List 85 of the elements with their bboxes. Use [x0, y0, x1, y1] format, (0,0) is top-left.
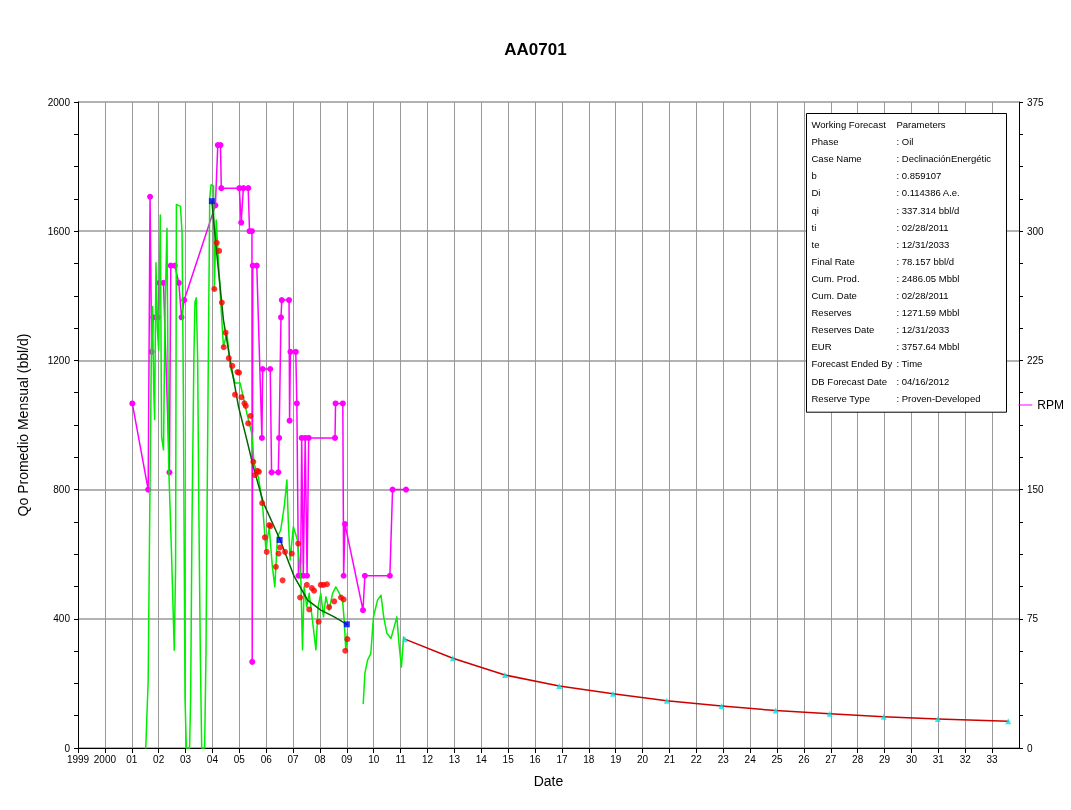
y2-tick-label: 0 [1027, 742, 1033, 754]
annotation: Cum. Date [811, 290, 857, 301]
x-tick-label: 31 [932, 753, 945, 765]
annotation: : 02/28/2011 [896, 290, 949, 301]
x-tick-label: 29 [879, 753, 891, 765]
annotation: Cum. Prod. [811, 272, 860, 284]
y2-tick-label: 300 [1027, 225, 1045, 237]
annotation: ti [811, 221, 817, 233]
x-tick-label: 27 [825, 753, 837, 765]
x-tick-label: 1999 [66, 753, 90, 765]
annotation: : 12/31/2033 [896, 238, 950, 250]
x-tick-label: 09 [341, 753, 353, 765]
annotation: b [811, 170, 817, 182]
x-tick-label: 25 [771, 753, 784, 765]
annotation: : 0.114386 A.e. [896, 187, 960, 199]
x-tick-label: 12 [421, 753, 434, 765]
y2-tick-label: 75 [1027, 613, 1039, 625]
x-tick-label: 15 [502, 753, 515, 765]
y-tick-label: 400 [53, 613, 71, 625]
x-tick-label: 05 [233, 753, 246, 765]
annotation: : 2486.05 Mbbl [896, 272, 960, 284]
y-tick-label: 2000 [47, 96, 71, 108]
x-tick-label: 03 [179, 753, 192, 765]
annotation: : 78.157 bbl/d [896, 255, 955, 267]
annotation: : 02/28/2011 [896, 221, 949, 233]
annotation: qi [811, 204, 819, 216]
legend-label: RPM [1037, 398, 1065, 412]
annotation: DB Forecast Date [811, 375, 887, 387]
annotation: : DeclinaciónEnergétic [896, 153, 992, 165]
annotation: Parameters [896, 119, 946, 130]
annotation: : Proven-Developed [896, 392, 981, 404]
annotation: : 1271.59 Mbbl [896, 307, 960, 319]
y2-tick-label: 375 [1027, 96, 1045, 108]
annotation: : Oil [896, 136, 914, 148]
x-tick-label: 16 [529, 753, 542, 765]
x-axis-title: Date [533, 773, 564, 789]
x-tick-label: 20 [637, 753, 649, 765]
annotation: Reserves Date [811, 324, 875, 336]
x-tick-label: 06 [260, 753, 273, 765]
x-tick-label: 11 [395, 753, 407, 765]
annotation: : 337.314 bbl/d [896, 204, 960, 216]
x-tick-label: 13 [448, 753, 461, 765]
y-axis-title: Qo Promedio Mensual (bbl/d) [15, 333, 31, 517]
x-tick-label: 2000 [93, 753, 117, 765]
x-tick-label: 01 [126, 753, 138, 765]
y2-tick-label: 150 [1027, 484, 1045, 496]
x-tick-label: 18 [583, 753, 595, 765]
chart-title: AA0701 [504, 40, 567, 59]
x-tick-label: 14 [475, 753, 488, 765]
x-tick-label: 32 [959, 753, 972, 765]
x-tick-label: 30 [905, 753, 918, 765]
annotation: : Time [896, 358, 923, 370]
annotation: EUR [811, 341, 832, 353]
annotation: : 12/31/2033 [896, 324, 950, 336]
x-tick-label: 07 [287, 753, 300, 765]
x-tick-label: 17 [556, 753, 568, 765]
annotation: Phase [811, 136, 839, 148]
annotation: Final Rate [811, 255, 855, 267]
annotation: : 04/16/2012 [896, 375, 950, 387]
x-tick-label: 26 [798, 753, 810, 765]
annotation: : 3757.64 Mbbl [896, 341, 960, 353]
y-tick-label: 1200 [47, 354, 71, 366]
annotation: Case Name [811, 153, 862, 165]
y2-tick-label: 225 [1027, 354, 1045, 366]
y-tick-label: 1600 [47, 225, 71, 237]
annotation: Di [811, 187, 821, 199]
annotation: Reserves [811, 307, 852, 319]
x-tick-label: 21 [663, 753, 676, 765]
y-tick-label: 800 [53, 484, 71, 496]
annotation: Reserve Type [811, 392, 870, 404]
y-tick-label: 0 [64, 742, 71, 754]
annotation: Working Forecast [811, 119, 887, 130]
annotation: te [811, 238, 820, 250]
x-tick-label: 19 [610, 753, 622, 765]
x-tick-label: 23 [717, 753, 730, 765]
x-tick-label: 33 [986, 753, 999, 765]
annotation: Forecast Ended By [811, 358, 893, 370]
x-tick-label: 10 [368, 753, 380, 765]
x-tick-label: 24 [744, 753, 757, 765]
annotation: : 0.859107 [896, 170, 942, 182]
x-tick-label: 02 [153, 753, 165, 765]
x-tick-label: 22 [690, 753, 703, 765]
x-tick-label: 28 [852, 753, 864, 765]
x-tick-label: 04 [206, 753, 219, 765]
x-tick-label: 08 [314, 753, 326, 765]
